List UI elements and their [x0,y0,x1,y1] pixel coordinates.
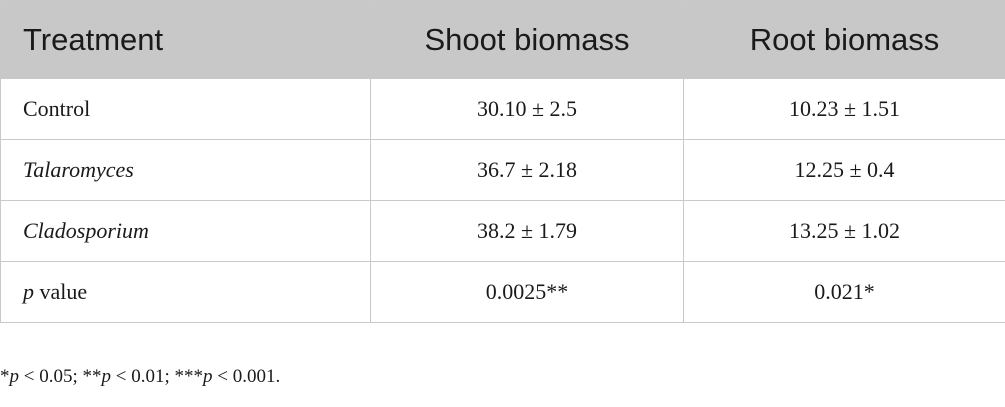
cell: 12.25 ± 0.4 [683,139,1005,201]
row: p value 0.0025** 0.021* [0,261,1005,323]
cell: 38.2 ± 1.79 [370,200,684,262]
cell: p value [0,261,371,323]
footnote-text: p [9,366,20,387]
footnote: *p < 0.05; **p < 0.01; ***p < 0.001. [0,366,280,388]
cell: 30.10 ± 2.5 [370,78,684,140]
row: Cladosporium 38.2 ± 1.79 13.25 ± 1.02 [0,200,1005,262]
cell: 13.25 ± 1.02 [683,200,1005,262]
cell-text: p [23,279,34,304]
row: Talaromyces 36.7 ± 2.18 12.25 ± 0.4 [0,139,1005,201]
cell: 10.23 ± 1.51 [683,78,1005,140]
cell: 36.7 ± 2.18 [370,139,684,201]
row: Control 30.10 ± 2.5 10.23 ± 1.51 [0,78,1005,140]
cell: 0.0025** [370,261,684,323]
footnote-text: < 0.05; ** [19,366,102,387]
cell: Talaromyces [0,139,371,201]
footnote-text: p [101,366,112,387]
cell: 0.021* [683,261,1005,323]
cell: Control [0,78,371,140]
data-table: Treatment Shoot biomass Root biomass Con… [0,0,1005,323]
footnote-text: * [0,366,10,387]
header-cell: Treatment [0,0,371,79]
cell-text: value [34,279,88,304]
header-row: Treatment Shoot biomass Root biomass [0,0,1005,79]
footnote-text: < 0.001. [212,366,281,387]
header-cell: Shoot biomass [370,0,684,79]
header-cell: Root biomass [683,0,1005,79]
cell: Cladosporium [0,200,371,262]
footnote-text: p [203,366,213,387]
footnote-text: < 0.01; *** [111,366,203,387]
